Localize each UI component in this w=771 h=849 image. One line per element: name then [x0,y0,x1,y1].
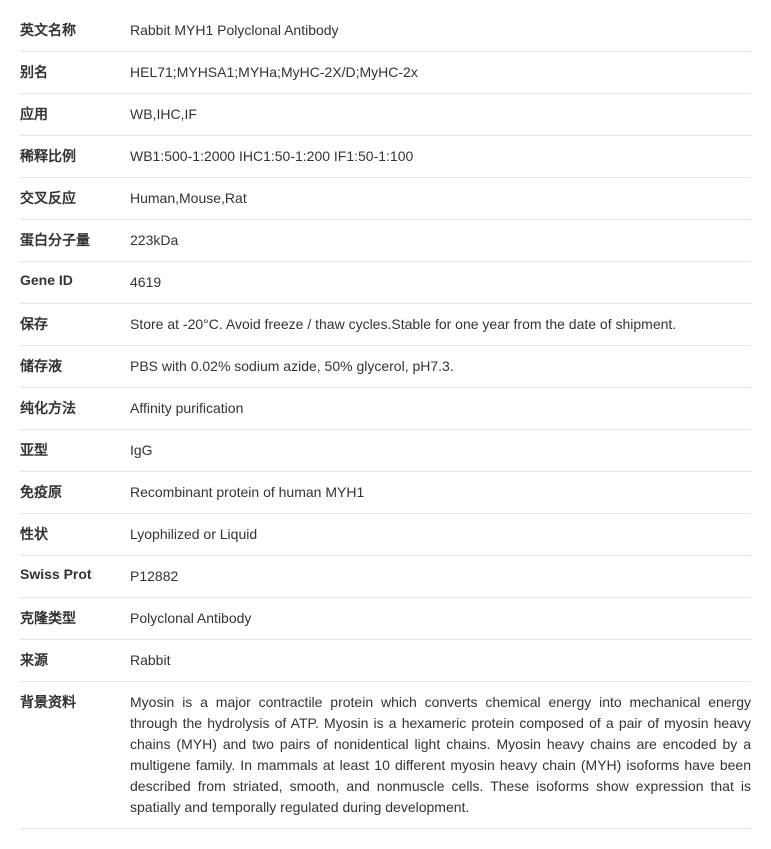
table-row: 保存 Store at -20°C. Avoid freeze / thaw c… [20,304,751,346]
row-value: Rabbit MYH1 Polyclonal Antibody [130,20,751,41]
row-value: Recombinant protein of human MYH1 [130,482,751,503]
row-label: 蛋白分子量 [20,230,130,250]
table-row: 克隆类型 Polyclonal Antibody [20,598,751,640]
row-label: 性状 [20,524,130,544]
table-row: 交叉反应 Human,Mouse,Rat [20,178,751,220]
table-row: 应用 WB,IHC,IF [20,94,751,136]
row-label: Gene ID [20,272,130,288]
row-value: P12882 [130,566,751,587]
row-value: HEL71;MYHSA1;MYHa;MyHC-2X/D;MyHC-2x [130,62,751,83]
table-row: 别名 HEL71;MYHSA1;MYHa;MyHC-2X/D;MyHC-2x [20,52,751,94]
row-label: 保存 [20,314,130,334]
table-row: 稀释比例 WB1:500-1:2000 IHC1:50-1:200 IF1:50… [20,136,751,178]
row-value: Myosin is a major contractile protein wh… [130,692,751,818]
row-value: 223kDa [130,230,751,251]
row-label: 储存液 [20,356,130,376]
row-value: WB,IHC,IF [130,104,751,125]
table-row: 背景资料 Myosin is a major contractile prote… [20,682,751,829]
row-value: Rabbit [130,650,751,671]
table-row: 性状 Lyophilized or Liquid [20,514,751,556]
row-label: 别名 [20,62,130,82]
row-value: IgG [130,440,751,461]
row-label: 克隆类型 [20,608,130,628]
spec-table: 英文名称 Rabbit MYH1 Polyclonal Antibody 别名 … [0,0,771,849]
table-row: 蛋白分子量 223kDa [20,220,751,262]
row-label: 英文名称 [20,20,130,40]
table-row: 英文名称 Rabbit MYH1 Polyclonal Antibody [20,10,751,52]
table-row: 储存液 PBS with 0.02% sodium azide, 50% gly… [20,346,751,388]
row-label: Swiss Prot [20,566,130,582]
row-label: 亚型 [20,440,130,460]
table-row: Gene ID 4619 [20,262,751,304]
row-value: 4619 [130,272,751,293]
row-value: WB1:500-1:2000 IHC1:50-1:200 IF1:50-1:10… [130,146,751,167]
row-label: 背景资料 [20,692,130,712]
table-row: 免疫原 Recombinant protein of human MYH1 [20,472,751,514]
row-value: Store at -20°C. Avoid freeze / thaw cycl… [130,314,751,335]
row-label: 稀释比例 [20,146,130,166]
row-label: 来源 [20,650,130,670]
row-value: Human,Mouse,Rat [130,188,751,209]
row-value: Affinity purification [130,398,751,419]
row-label: 免疫原 [20,482,130,502]
table-row: 来源 Rabbit [20,640,751,682]
row-label: 纯化方法 [20,398,130,418]
row-value: PBS with 0.02% sodium azide, 50% glycero… [130,356,751,377]
row-value: Lyophilized or Liquid [130,524,751,545]
table-row: Swiss Prot P12882 [20,556,751,598]
row-label: 应用 [20,104,130,124]
table-row: 亚型 IgG [20,430,751,472]
row-label: 交叉反应 [20,188,130,208]
row-value: Polyclonal Antibody [130,608,751,629]
table-row: 纯化方法 Affinity purification [20,388,751,430]
